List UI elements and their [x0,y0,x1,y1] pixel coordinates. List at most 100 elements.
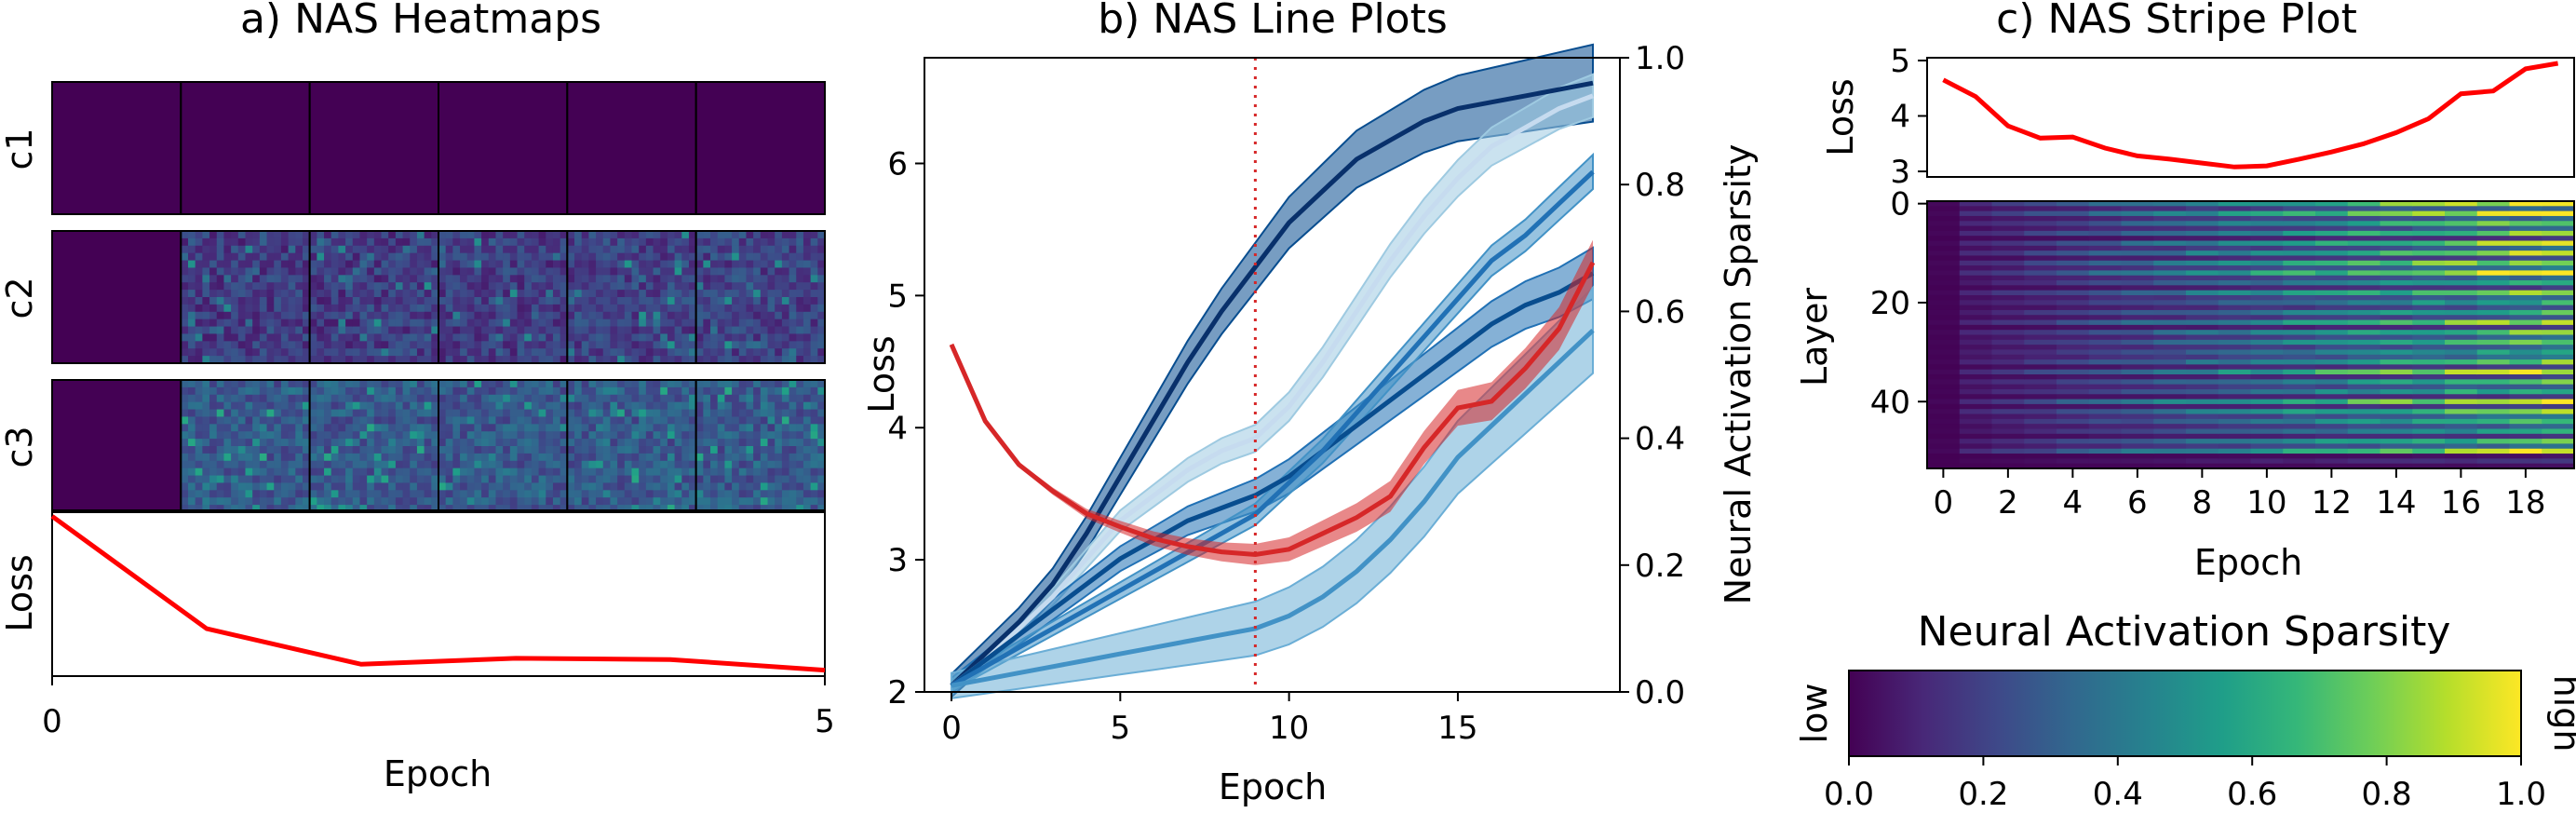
heatmap-pixel [330,326,340,335]
heatmap-pixel [481,401,490,411]
heatmap-pixel [517,311,525,320]
stripe-cell [2476,463,2511,469]
heatmap-cell-c3-1 [180,379,311,513]
heatmap-pixel [324,475,332,484]
heatmap-pixel [631,439,640,447]
heatmap-pixel [280,497,290,506]
heatmap-pixel [237,275,247,283]
heatmap-pixel [781,348,790,357]
heatmap-pixel [724,275,733,283]
heatmap-pixel [274,394,282,403]
stripe-cell [2509,388,2542,395]
heatmap-pixel [474,297,482,305]
heatmap-pixel [488,282,497,291]
heatmap-pixel [717,505,726,513]
stripe-cell [2412,388,2446,395]
stripe-cell [1927,225,1961,232]
heatmap-pixel [688,311,697,320]
heatmap-pixel [732,290,740,298]
stripe-cell [1991,413,2025,420]
heatmap-pixel [531,311,540,320]
stripe-cell [2445,206,2478,212]
heatmap-pixel [546,409,554,418]
stripe-cell [2153,424,2187,430]
heatmap-pixel [509,341,519,349]
heatmap-pixel [280,290,290,298]
heatmap-pixel [517,290,525,298]
heatmap-pixel [602,446,612,454]
heatmap-pixel [216,260,225,269]
heatmap-pixel [245,333,253,342]
heatmap-pixel [767,275,775,283]
heatmap-pixel [274,333,282,342]
stripe-cell [2057,359,2090,365]
heatmap-pixel [424,386,432,396]
heatmap-pixel [567,237,575,247]
stripe-cell [2057,270,2090,277]
heatmap-pixel [746,275,754,283]
stripe-cell [1927,210,1961,217]
heatmap-pixel [775,237,783,247]
heatmap-pixel [474,460,482,469]
heatmap-pixel [674,290,682,298]
heatmap-pixel [395,275,404,283]
heatmap-pixel [509,439,519,447]
stripe-cell [2153,324,2187,331]
heatmap-pixel [181,311,189,320]
heatmap-pixel [781,333,790,342]
heatmap-pixel [445,490,453,498]
heatmap-pixel [445,409,453,418]
stripe-cell [2283,439,2316,445]
panel-b-ytick-label: 5 [887,278,908,315]
heatmap-pixel [617,497,626,506]
heatmap-pixel [474,424,482,432]
heatmap-pixel [681,394,690,403]
heatmap-pixel [681,282,690,291]
heatmap-pixel [631,304,640,313]
heatmap-pixel [373,453,383,462]
stripe-cell [2476,418,2511,425]
heatmap-pixel [352,282,361,291]
stripe-cell [1927,255,1961,262]
stripe-cell [2121,403,2154,410]
heatmap-pixel [259,260,268,269]
heatmap-pixel [188,416,196,425]
heatmap-pixel [710,394,719,403]
heatmap-pixel [767,348,775,357]
stripe-cell [2057,210,2090,217]
heatmap-pixel [817,386,826,396]
stripe-cell [2024,349,2057,356]
heatmap-pixel [202,446,210,454]
heatmap-pixel [424,252,432,262]
heatmap-pixel [753,380,762,388]
heatmap-pixel [560,237,568,247]
heatmap-pixel [753,356,762,364]
heatmap-pixel [474,356,482,364]
stripe-cell [2088,280,2123,286]
heatmap-pixel [738,386,748,396]
heatmap-pixel [810,431,818,440]
heatmap-pixel [216,490,225,498]
stripe-cell [2057,349,2090,356]
heatmap-pixel [503,401,511,411]
stripe-cell [2186,236,2219,242]
heatmap-pixel [259,505,268,513]
heatmap-pixel [274,326,282,335]
heatmap-pixel [802,260,812,269]
stripe-cell [2283,428,2316,435]
colorbar-tick-label: 0.6 [2227,776,2277,813]
heatmap-pixel [810,386,818,396]
heatmap-pixel [209,231,218,239]
stripe-cell [2380,424,2413,430]
heatmap-pixel [624,446,633,454]
heatmap-pixel [581,401,589,411]
heatmap-pixel [610,311,618,320]
heatmap-pixel [395,482,404,491]
heatmap-pixel [710,304,719,313]
heatmap-pixel [538,333,546,342]
heatmap-pixel [581,245,589,254]
heatmap-pixel [495,333,504,342]
heatmap-pixel [503,237,511,247]
heatmap-pixel [538,252,546,262]
heatmap-pixel [345,497,354,506]
